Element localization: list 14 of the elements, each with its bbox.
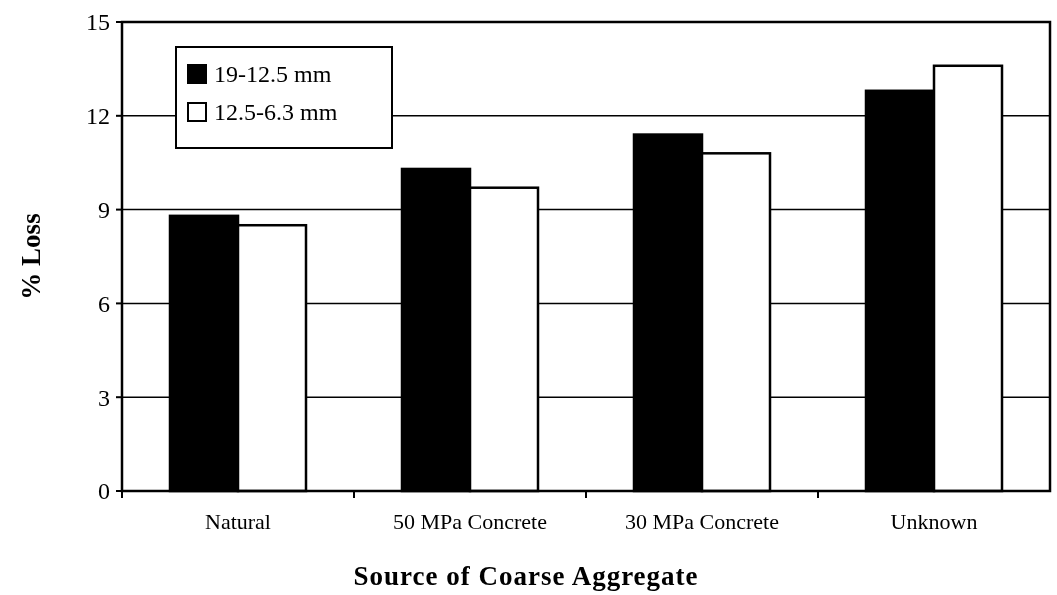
x-tick-label: Natural <box>205 509 271 534</box>
legend-label: 12.5-6.3 mm <box>214 99 338 126</box>
legend-label: 19-12.5 mm <box>214 61 332 88</box>
y-tick-label: 0 <box>98 478 110 505</box>
y-tick-label: 6 <box>98 290 110 317</box>
y-axis-title: % Loss <box>16 213 46 300</box>
x-axis-title: Source of Coarse Aggregate <box>353 561 699 591</box>
x-tick-label: Unknown <box>890 509 978 534</box>
y-tick-label: 15 <box>86 9 110 36</box>
y-tick-label: 12 <box>86 103 110 130</box>
x-tick-label: 30 MPa Concrete <box>625 509 779 534</box>
x-tick-label: 50 MPa Concrete <box>393 509 547 534</box>
y-tick-label: 3 <box>98 384 110 411</box>
y-tick-label: 9 <box>98 197 110 223</box>
